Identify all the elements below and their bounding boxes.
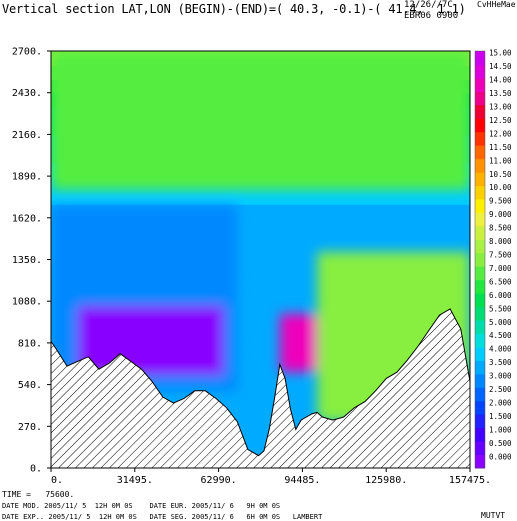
y-tick-label: 2700. — [12, 47, 42, 58]
colorbar-label: 14.00 — [489, 76, 512, 85]
field-band — [51, 190, 470, 205]
y-tick-label: 810. — [18, 338, 42, 349]
y-tick-label: 1350. — [12, 255, 42, 266]
colorbar-label: 4.500 — [489, 331, 512, 340]
colorbar-swatch — [475, 51, 485, 65]
colorbar-swatch — [475, 373, 485, 388]
colorbar-label: 12.50 — [489, 116, 512, 125]
colorbar-label: 14.50 — [489, 62, 512, 71]
colorbar-swatch — [475, 104, 485, 119]
y-tick-label: 0. — [30, 464, 42, 475]
colorbar-swatch — [475, 266, 485, 281]
x-tick-label: 0. — [51, 475, 63, 486]
colorbar-label: 0.000 — [489, 452, 512, 461]
colorbar-label: 3.500 — [489, 358, 512, 367]
footer-right-label: MUTVT — [481, 511, 506, 520]
colorbar-label: 5.000 — [489, 318, 512, 327]
colorbar-swatch — [475, 172, 485, 187]
colorbar-label: 1.500 — [489, 412, 512, 421]
colorbar-swatch — [475, 158, 485, 173]
y-tick-label: 2430. — [12, 88, 42, 99]
colorbar-label: 2.000 — [489, 398, 512, 407]
colorbar-swatch — [475, 145, 485, 160]
colorbar-label: 0.500 — [489, 439, 512, 448]
x-tick-label: 62990. — [201, 475, 237, 486]
terrain-polygon — [50, 308, 471, 469]
colorbar-swatch — [475, 252, 485, 267]
colorbar-swatch — [475, 118, 485, 133]
colorbar-swatch — [475, 64, 485, 79]
colorbar-label: 12.00 — [489, 129, 512, 138]
chart-title: Vertical section LAT,LON (BEGIN)-(END)=(… — [2, 2, 466, 16]
colorbar-swatch — [475, 198, 485, 213]
terrain-layer — [50, 308, 471, 469]
x-tick-label: 94485. — [284, 475, 320, 486]
user-stamp: CvHHeMae — [477, 0, 516, 9]
x-tick-label: 125980. — [365, 475, 407, 486]
colorbar-label: 6.000 — [489, 291, 512, 300]
footer-dates-line-2: DATE EXP.. 2005/11/ 5 12H 0M 0S DATE SEG… — [2, 513, 323, 521]
colorbar-label: 9.500 — [489, 197, 512, 206]
colorbar-swatch — [475, 131, 485, 146]
colorbar-swatch — [475, 77, 485, 92]
colorbar-label: 2.500 — [489, 385, 512, 394]
colorbar-label: 6.500 — [489, 277, 512, 286]
colorbar-frame — [474, 50, 486, 469]
date-stamp: 12/26//7C — [404, 0, 453, 10]
y-tick-label: 2160. — [12, 130, 42, 141]
colorbar-label: 8.000 — [489, 237, 512, 246]
colorbar-swatch — [475, 346, 485, 361]
x-tick-label: 157475. — [449, 475, 491, 486]
colorbar-swatch — [475, 400, 485, 415]
y-tick-label: 1620. — [12, 213, 42, 224]
run-stamp: EBR06 0900 — [404, 11, 459, 21]
field-region-minimum_core_west — [77, 305, 224, 376]
colorbar-label: 15.00 — [489, 49, 512, 58]
colorbar-label: 7.500 — [489, 251, 512, 260]
y-tick-label: 270. — [18, 422, 42, 433]
colorbar-label: 11.00 — [489, 156, 512, 165]
colorbar-swatch — [475, 91, 485, 106]
field-region-upper_band — [51, 51, 470, 190]
y-tick-label: 540. — [18, 380, 42, 391]
colorbar-label: 13.00 — [489, 103, 512, 112]
y-tick-label: 1890. — [12, 172, 42, 183]
colorbar-label: 8.500 — [489, 224, 512, 233]
colorbar-swatch — [475, 360, 485, 375]
colorbar-label: 7.000 — [489, 264, 512, 273]
x-tick-label: 31495. — [117, 475, 153, 486]
colorbar-swatch — [475, 387, 485, 402]
colorbar-swatch — [475, 212, 485, 227]
colorbar-swatch — [475, 427, 485, 442]
colorbar-label: 13.50 — [489, 89, 512, 98]
colorbar-swatch — [475, 320, 485, 334]
colorbar: 0.000 0.500 1.000 1.500 2.000 2.500 3.000 3.500… — [474, 49, 512, 469]
colorbar-swatch — [475, 279, 485, 294]
field-region-maximum_core — [279, 313, 323, 373]
colorbar-label: 5.500 — [489, 304, 512, 313]
time-label: TIME = 75600. — [2, 490, 75, 499]
colorbar-swatch — [475, 239, 485, 254]
colorbar-label: 3.000 — [489, 372, 512, 381]
colorbar-swatch — [475, 333, 485, 348]
colorbar-label: 4.000 — [489, 345, 512, 354]
footer-dates-line-1: DATE MOD. 2005/11/ 5 12H 0M 0S DATE EUR.… — [2, 502, 281, 510]
y-tick-label: 1080. — [12, 297, 42, 308]
y-axis: 0. 270. 540. 810. 1080. 1350. 1620. 1890. 2160. 2… — [12, 47, 51, 475]
colorbar-swatch — [475, 454, 485, 469]
colorbar-label: 11.50 — [489, 143, 512, 152]
colorbar-swatch — [475, 293, 485, 308]
colorbar-swatch — [475, 414, 485, 429]
colorbar-label: 9.000 — [489, 210, 512, 219]
colorbar-label: 10.50 — [489, 170, 512, 179]
colorbar-swatch — [475, 306, 485, 321]
colorbar-swatch — [475, 441, 485, 456]
x-axis: 0. 31495. 62990. 94485. 125980. 157475. — [50, 468, 491, 486]
colorbar-swatch — [475, 225, 485, 240]
colorbar-label: 10.00 — [489, 183, 512, 192]
colorbar-label: 1.000 — [489, 425, 512, 434]
colorbar-swatch — [475, 185, 485, 200]
